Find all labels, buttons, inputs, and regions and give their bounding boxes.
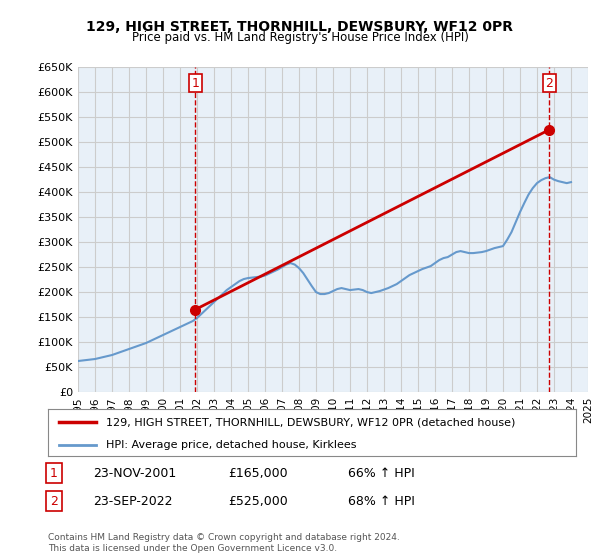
Text: 23-NOV-2001: 23-NOV-2001 bbox=[93, 466, 176, 480]
Text: HPI: Average price, detached house, Kirklees: HPI: Average price, detached house, Kirk… bbox=[106, 440, 356, 450]
Text: Price paid vs. HM Land Registry's House Price Index (HPI): Price paid vs. HM Land Registry's House … bbox=[131, 31, 469, 44]
Text: 129, HIGH STREET, THORNHILL, DEWSBURY, WF12 0PR: 129, HIGH STREET, THORNHILL, DEWSBURY, W… bbox=[86, 20, 514, 34]
Text: 2: 2 bbox=[50, 494, 58, 508]
Text: Contains HM Land Registry data © Crown copyright and database right 2024.: Contains HM Land Registry data © Crown c… bbox=[48, 533, 400, 542]
Text: 2: 2 bbox=[545, 77, 553, 90]
Text: 23-SEP-2022: 23-SEP-2022 bbox=[93, 494, 173, 508]
Text: 68% ↑ HPI: 68% ↑ HPI bbox=[348, 494, 415, 508]
Text: £165,000: £165,000 bbox=[228, 466, 287, 480]
Text: This data is licensed under the Open Government Licence v3.0.: This data is licensed under the Open Gov… bbox=[48, 544, 337, 553]
Text: 66% ↑ HPI: 66% ↑ HPI bbox=[348, 466, 415, 480]
Text: £525,000: £525,000 bbox=[228, 494, 288, 508]
Text: 1: 1 bbox=[191, 77, 199, 90]
Text: 129, HIGH STREET, THORNHILL, DEWSBURY, WF12 0PR (detached house): 129, HIGH STREET, THORNHILL, DEWSBURY, W… bbox=[106, 417, 515, 427]
Text: 1: 1 bbox=[50, 466, 58, 480]
